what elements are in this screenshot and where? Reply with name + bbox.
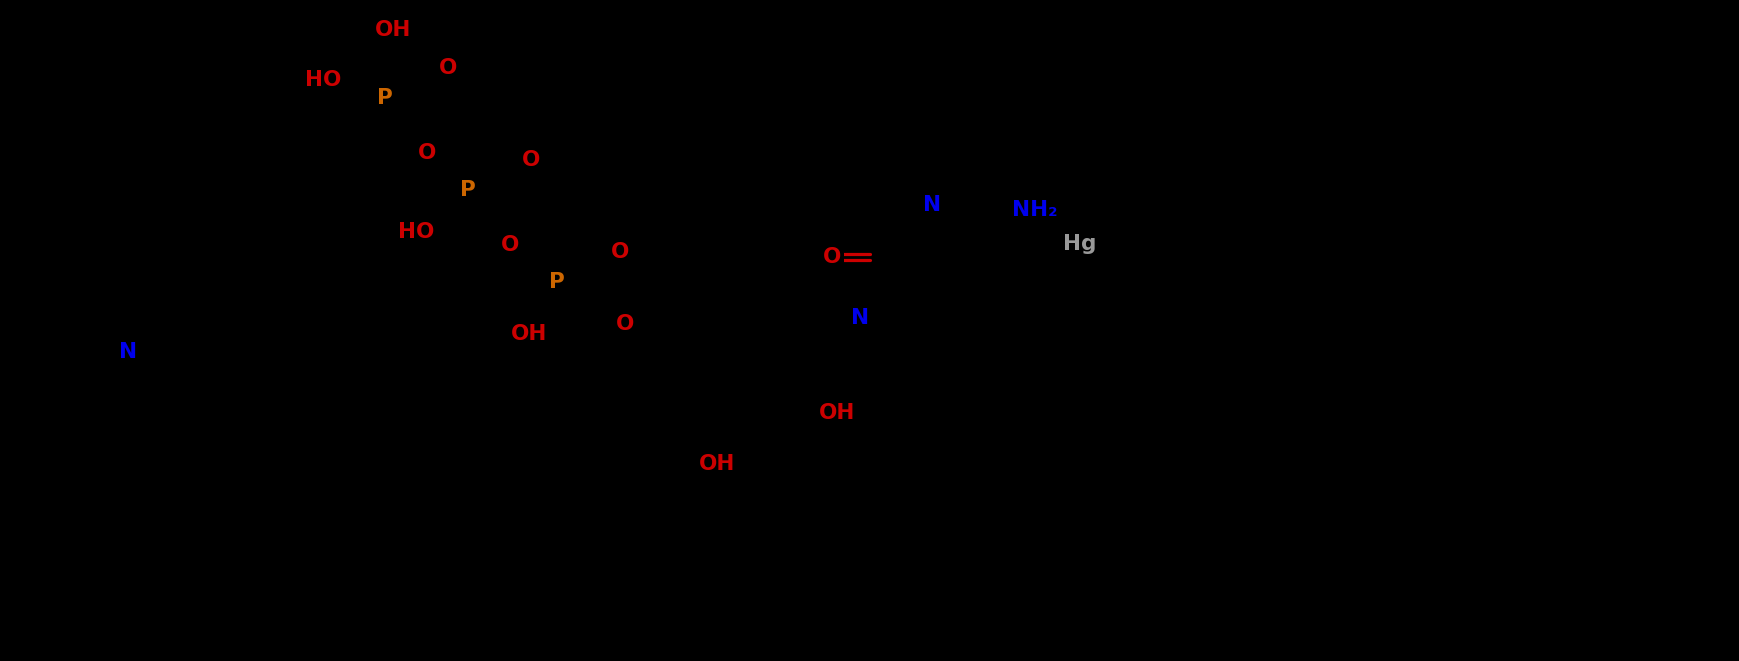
Text: N: N (850, 308, 868, 328)
Text: O: O (501, 235, 518, 255)
Text: N: N (118, 342, 137, 362)
Text: O: O (823, 247, 840, 267)
Text: O: O (522, 150, 539, 170)
Text: HO: HO (398, 222, 435, 242)
Text: HO: HO (304, 70, 341, 90)
Text: OH: OH (374, 20, 410, 40)
Text: P: P (550, 272, 565, 292)
Text: O: O (616, 314, 633, 334)
Text: OH: OH (819, 403, 854, 423)
Text: P: P (377, 88, 393, 108)
Text: OH: OH (511, 324, 546, 344)
Text: N: N (922, 195, 941, 215)
Text: O: O (610, 242, 630, 262)
Text: Hg: Hg (1063, 234, 1096, 254)
Text: O: O (417, 143, 436, 163)
Text: P: P (459, 180, 475, 200)
Text: OH: OH (699, 454, 736, 474)
Text: O: O (438, 58, 457, 78)
Text: NH₂: NH₂ (1012, 200, 1057, 220)
